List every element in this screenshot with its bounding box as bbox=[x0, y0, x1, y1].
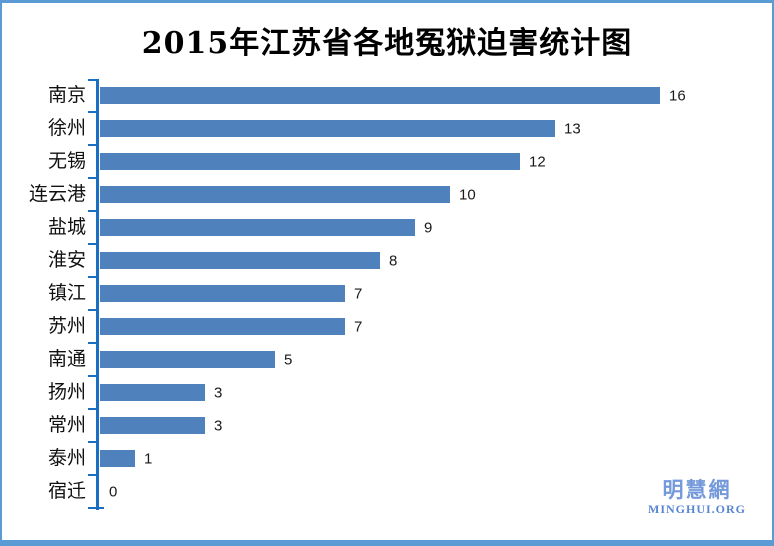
bar bbox=[100, 219, 415, 236]
category-label: 连云港 bbox=[28, 183, 86, 205]
chart-row: 苏州 7 bbox=[2, 310, 772, 343]
chart-row: 南京 16 bbox=[2, 79, 772, 112]
axis-tick bbox=[88, 474, 96, 476]
value-label: 7 bbox=[354, 318, 363, 335]
category-label: 盐城 bbox=[47, 216, 86, 238]
row-plot-area: 7 bbox=[100, 277, 772, 310]
value-label: 0 bbox=[109, 483, 118, 500]
value-label: 8 bbox=[389, 252, 398, 269]
axis-tick bbox=[88, 507, 104, 509]
value-label: 13 bbox=[564, 120, 581, 137]
chart-row: 盐城 9 bbox=[2, 211, 772, 244]
bar bbox=[100, 318, 345, 335]
chart-row: 淮安 8 bbox=[2, 244, 772, 277]
value-label: 9 bbox=[424, 219, 433, 236]
row-plot-area: 3 bbox=[100, 376, 772, 409]
value-label: 10 bbox=[459, 186, 476, 203]
row-plot-area: 13 bbox=[100, 112, 772, 145]
category-label: 苏州 bbox=[47, 315, 86, 337]
axis-tick bbox=[88, 177, 96, 179]
bar bbox=[100, 153, 520, 170]
chart-row: 镇江 7 bbox=[2, 277, 772, 310]
category-label: 镇江 bbox=[47, 282, 86, 304]
chart-row: 徐州 13 bbox=[2, 112, 772, 145]
chart-row: 常州 3 bbox=[2, 409, 772, 442]
bar bbox=[100, 450, 135, 467]
category-label: 南京 bbox=[47, 84, 86, 106]
bar bbox=[100, 384, 205, 401]
chart-rows: 南京 16 徐州 13 无锡 12 连云港 10 盐城 9 bbox=[2, 79, 772, 508]
value-label: 12 bbox=[529, 153, 546, 170]
bar bbox=[100, 285, 345, 302]
category-label: 无锡 bbox=[47, 150, 86, 172]
chart-row: 连云港 10 bbox=[2, 178, 772, 211]
row-plot-area: 7 bbox=[100, 310, 772, 343]
axis-tick bbox=[88, 375, 96, 377]
value-label: 16 bbox=[669, 87, 686, 104]
value-label: 7 bbox=[354, 285, 363, 302]
chart-row: 无锡 12 bbox=[2, 145, 772, 178]
row-plot-area: 16 bbox=[100, 79, 772, 112]
bar-chart: 南京 16 徐州 13 无锡 12 连云港 10 盐城 9 bbox=[2, 79, 772, 511]
row-plot-area: 1 bbox=[100, 442, 772, 475]
bar bbox=[100, 252, 380, 269]
bar bbox=[100, 351, 275, 368]
axis-tick bbox=[88, 408, 96, 410]
chart-row: 宿迁 0 bbox=[2, 475, 772, 508]
value-label: 3 bbox=[214, 384, 223, 401]
chart-row: 扬州 3 bbox=[2, 376, 772, 409]
row-plot-area: 12 bbox=[100, 145, 772, 178]
category-label: 常州 bbox=[47, 414, 86, 436]
axis-tick bbox=[88, 441, 96, 443]
row-plot-area: 5 bbox=[100, 343, 772, 376]
category-label: 宿迁 bbox=[47, 480, 86, 502]
row-plot-area: 3 bbox=[100, 409, 772, 442]
bar bbox=[100, 186, 450, 203]
watermark-chinese-logo: 明慧網 bbox=[662, 476, 732, 502]
bar bbox=[100, 87, 660, 104]
axis-tick bbox=[88, 111, 96, 113]
category-label: 徐州 bbox=[47, 117, 86, 139]
axis-tick bbox=[88, 342, 96, 344]
row-plot-area: 10 bbox=[100, 178, 772, 211]
watermark: 明慧網 MINGHUI.ORG bbox=[648, 478, 746, 516]
row-plot-area: 9 bbox=[100, 211, 772, 244]
category-label: 南通 bbox=[47, 348, 86, 370]
axis-tick bbox=[88, 79, 96, 81]
bar bbox=[100, 417, 205, 434]
axis-tick bbox=[88, 276, 96, 278]
bar bbox=[100, 120, 555, 137]
y-axis-line bbox=[96, 79, 99, 510]
chart-row: 泰州 1 bbox=[2, 442, 772, 475]
value-label: 5 bbox=[284, 351, 293, 368]
row-plot-area: 8 bbox=[100, 244, 772, 277]
value-label: 1 bbox=[144, 450, 153, 467]
axis-tick bbox=[88, 243, 96, 245]
category-label: 扬州 bbox=[47, 381, 86, 403]
category-label: 淮安 bbox=[47, 249, 86, 271]
chart-row: 南通 5 bbox=[2, 343, 772, 376]
watermark-site-name: MINGHUI.ORG bbox=[648, 501, 746, 516]
category-label: 泰州 bbox=[47, 447, 86, 469]
axis-tick bbox=[88, 210, 96, 212]
chart-title: 2015年江苏省各地冤狱迫害统计图 bbox=[141, 26, 633, 61]
axis-tick bbox=[88, 144, 96, 146]
value-label: 3 bbox=[214, 417, 223, 434]
row-plot-area: 0 bbox=[100, 475, 772, 508]
axis-tick bbox=[88, 309, 96, 311]
